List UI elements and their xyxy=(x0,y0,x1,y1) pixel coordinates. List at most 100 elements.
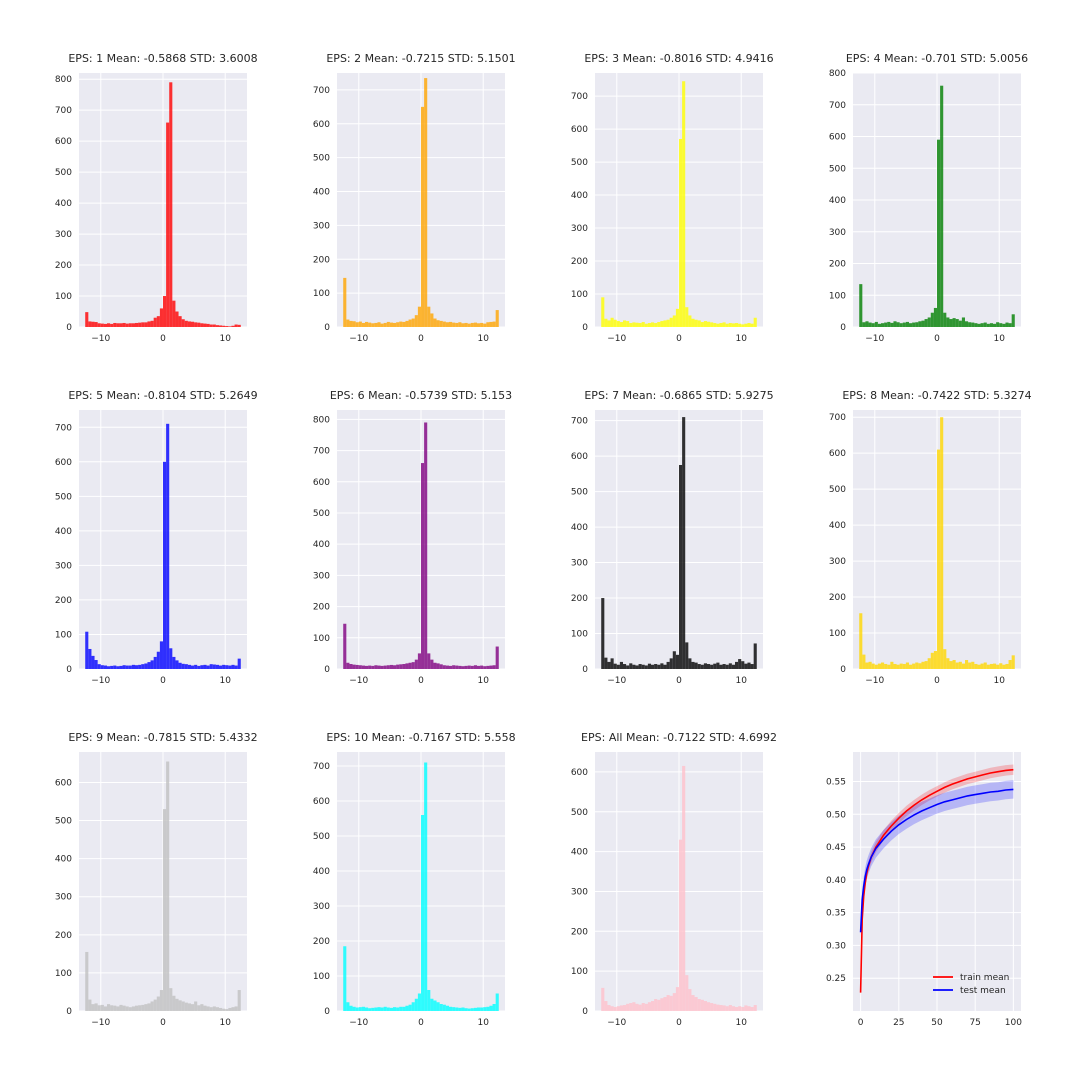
histogram-bar xyxy=(663,997,667,1011)
histogram-bar xyxy=(113,322,117,327)
histogram-bar xyxy=(159,990,163,1011)
histogram-bar xyxy=(433,662,437,669)
histogram-bar xyxy=(405,320,409,327)
histogram-bar xyxy=(175,998,179,1011)
histogram-bar xyxy=(654,323,658,327)
histogram-bar xyxy=(455,665,459,669)
histogram-bar xyxy=(212,324,216,327)
histogram-bar xyxy=(993,323,997,327)
histogram-bar xyxy=(191,1004,195,1011)
histogram-bar xyxy=(862,322,866,327)
histogram-bar xyxy=(150,660,154,669)
histogram-bar xyxy=(110,1005,114,1011)
histogram-bar xyxy=(483,1007,487,1011)
histogram-bar xyxy=(694,997,698,1011)
histogram-bar xyxy=(638,323,642,327)
histogram-bar xyxy=(915,322,919,327)
chart-title: EPS: 5 Mean: -0.8104 STD: 5.2649 xyxy=(68,389,257,402)
histogram-bar xyxy=(141,322,145,327)
histogram-bar xyxy=(225,665,229,669)
histogram-bar xyxy=(691,995,695,1011)
histogram-bar xyxy=(989,323,993,327)
histogram-bar xyxy=(219,325,223,327)
histogram-bar xyxy=(97,323,101,327)
histogram-bar xyxy=(178,1000,182,1011)
histogram-bar xyxy=(365,321,369,327)
histogram-bar xyxy=(368,322,372,327)
y-tick-label: 500 xyxy=(55,168,72,178)
histogram-bar xyxy=(166,423,170,669)
histogram-bar xyxy=(744,1005,748,1011)
x-tick-label: 0 xyxy=(418,1018,424,1028)
histogram-bar xyxy=(902,663,906,669)
histogram-bar xyxy=(707,664,711,669)
y-tick-label: 200 xyxy=(55,931,72,941)
histogram-bar xyxy=(377,1007,381,1011)
histogram-bar xyxy=(672,315,676,327)
y-tick-label: 500 xyxy=(829,164,846,174)
histogram-bar xyxy=(343,946,347,1011)
histogram-bar xyxy=(169,648,173,669)
histogram-bar xyxy=(707,321,711,327)
histogram-bar xyxy=(228,326,232,327)
histogram-bar xyxy=(700,664,704,669)
histogram-bar xyxy=(980,323,984,327)
histogram-bar xyxy=(635,1003,639,1011)
histogram-bar xyxy=(206,665,210,669)
histogram-bar xyxy=(619,1005,623,1011)
histogram-bar xyxy=(107,1004,111,1011)
histogram-bar xyxy=(703,663,707,669)
histogram-bar xyxy=(946,658,950,669)
histogram-bar xyxy=(399,321,403,327)
histogram-bar xyxy=(716,323,720,327)
y-tick-label: 100 xyxy=(55,969,72,979)
histogram-bar xyxy=(961,317,965,327)
histogram-bar xyxy=(200,1004,204,1011)
histogram-bar xyxy=(477,1007,481,1011)
histogram-bar xyxy=(1011,655,1015,669)
histogram-bar xyxy=(943,649,947,669)
series-band xyxy=(860,764,1014,998)
histogram-bar xyxy=(722,322,726,327)
histogram-bar xyxy=(716,1004,720,1011)
x-tick-label: −10 xyxy=(865,334,884,344)
histogram-bar xyxy=(449,1006,453,1011)
histogram-bar xyxy=(228,1007,232,1011)
histogram-bar xyxy=(225,1009,229,1011)
histogram-bar xyxy=(349,320,353,327)
histogram-bar xyxy=(731,323,735,327)
histogram-bar xyxy=(912,663,916,669)
histogram-bar xyxy=(986,664,990,669)
histogram-bar xyxy=(85,951,89,1011)
histogram-bar xyxy=(144,663,148,669)
histogram-bar xyxy=(607,320,611,327)
histogram-bar xyxy=(663,664,667,669)
histogram-bar xyxy=(965,321,969,327)
histogram-bar xyxy=(461,323,465,327)
histogram-bar xyxy=(184,320,188,327)
histogram-bar xyxy=(197,665,201,669)
y-tick-label: 600 xyxy=(829,133,846,143)
x-tick-label: −10 xyxy=(91,676,110,686)
histogram-bar xyxy=(626,665,630,669)
histogram-bar xyxy=(424,422,428,669)
y-tick-label: 700 xyxy=(55,106,72,116)
y-tick-label: 0 xyxy=(582,323,588,333)
x-tick-label: 10 xyxy=(477,334,489,344)
histogram-bar xyxy=(172,995,176,1011)
histogram-bar xyxy=(138,322,142,327)
y-tick-label: 300 xyxy=(571,559,588,569)
histogram-bar xyxy=(200,323,204,327)
histogram-bar xyxy=(153,999,157,1011)
histogram-bar xyxy=(669,317,673,327)
y-tick-label: 0 xyxy=(324,665,330,675)
histogram-bar xyxy=(361,665,365,669)
histogram-bar xyxy=(135,1005,139,1011)
histogram-bar xyxy=(965,660,969,669)
y-tick-label: 400 xyxy=(55,199,72,209)
histogram-bar xyxy=(685,642,689,669)
histogram-bar xyxy=(178,316,182,327)
histogram-bar xyxy=(933,307,937,327)
x-tick-label: 10 xyxy=(219,1018,231,1028)
x-tick-label: −10 xyxy=(607,1018,626,1028)
